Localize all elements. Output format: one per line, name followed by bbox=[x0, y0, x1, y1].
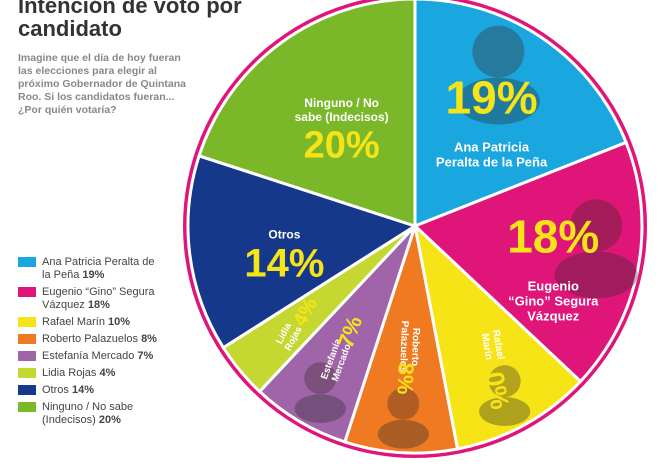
legend-label: Rafael Marín 10% bbox=[42, 316, 131, 328]
legend-value: 8% bbox=[141, 333, 157, 345]
legend-swatch bbox=[18, 287, 36, 297]
legend-swatch bbox=[18, 257, 36, 267]
legend-label: Estefanía Mercado 7% bbox=[42, 350, 154, 362]
slice-name-ana-patricia-peralta-de-la-pena: Ana Patricia bbox=[454, 140, 530, 155]
data-label-ninguno-no-sabe-indecisos: 20% bbox=[304, 124, 380, 166]
pie-slice-rafael-marin bbox=[412, 221, 583, 451]
data-label-ana-patricia-peralta-de-la-pena: 19% bbox=[446, 71, 538, 123]
pie-slice-ninguno-no-sabe-indecisos bbox=[197, 0, 417, 229]
candidate-photo-eugenio-gino-segura-vazquez bbox=[554, 199, 638, 299]
legend-value: 10% bbox=[108, 316, 131, 328]
candidate-photo-estefania-mercado bbox=[294, 362, 346, 424]
legend-item-ana-patricia-peralta-de-la-pena: Ana Patricia Peralta de la Peña 19% bbox=[18, 256, 248, 282]
legend-label: Roberto Palazuelos 8% bbox=[42, 333, 157, 345]
slice-name-ninguno-no-sabe-indecisos: sabe (Indecisos) bbox=[295, 110, 389, 124]
legend-item-ninguno-no-sabe-indecisos: Ninguno / No sabe (Indecisos) 20% bbox=[18, 401, 248, 427]
slice-name-eugenio-gino-segura-vazquez: Vázquez bbox=[527, 309, 580, 324]
legend-swatch bbox=[18, 317, 36, 327]
pie-slice-ana-patricia-peralta-de-la-pena bbox=[413, 0, 629, 229]
legend-label: Eugenio “Gino” Segura Vázquez 18% bbox=[42, 286, 155, 311]
pie-slice-roberto-palazuelos bbox=[342, 225, 460, 455]
chart-subtitle: Imagine que el día de hoy fueran las ele… bbox=[18, 52, 187, 116]
legend-swatch bbox=[18, 334, 36, 344]
legend-label: Lidia Rojas 4% bbox=[42, 367, 116, 379]
data-label-otros: 14% bbox=[244, 242, 324, 286]
legend-item-rafael-marin: Rafael Marín 10% bbox=[18, 316, 248, 329]
chart-title: Intención de voto por candidato bbox=[18, 0, 242, 41]
pie-slice-otros bbox=[186, 153, 419, 350]
legend-item-eugenio-gino-segura-vazquez: Eugenio “Gino” Segura Vázquez 18% bbox=[18, 286, 248, 312]
legend-swatch bbox=[18, 368, 36, 378]
slice-name-eugenio-gino-segura-vazquez: Eugenio bbox=[528, 279, 579, 294]
legend-value: 20% bbox=[98, 414, 121, 426]
slice-name-roberto-palazuelos: Roberto bbox=[409, 328, 421, 367]
legend-item-estefania-mercado: Estefanía Mercado 7% bbox=[18, 350, 248, 363]
legend-item-lidia-rojas: Lidia Rojas 4% bbox=[18, 367, 248, 380]
chart-legend: Ana Patricia Peralta de la Peña 19% Eugen… bbox=[18, 256, 248, 431]
legend-value: 19% bbox=[82, 269, 105, 281]
legend-value: 4% bbox=[99, 367, 116, 379]
legend-swatch bbox=[18, 385, 36, 395]
slice-name-eugenio-gino-segura-vazquez: “Gino” Segura bbox=[508, 294, 599, 309]
legend-value: 18% bbox=[87, 299, 110, 311]
data-label-roberto-palazuelos: 8% bbox=[392, 362, 418, 395]
slice-name-rafael-marin: Marín bbox=[479, 333, 494, 361]
legend-label: Ninguno / No sabe (Indecisos) 20% bbox=[42, 401, 134, 426]
legend-swatch bbox=[18, 402, 36, 412]
slice-name-roberto-palazuelos: Palazuelos bbox=[397, 321, 410, 373]
slice-name-ana-patricia-peralta-de-la-pena: Peralta de la Peña bbox=[436, 155, 548, 170]
legend-item-roberto-palazuelos: Roberto Palazuelos 8% bbox=[18, 333, 248, 346]
candidate-photo-ana-patricia-peralta-de-la-pena bbox=[456, 25, 540, 125]
legend-swatch bbox=[18, 351, 36, 361]
slice-name-rafael-marin: Rafael bbox=[490, 329, 506, 361]
legend-value: 7% bbox=[137, 350, 154, 362]
data-label-eugenio-gino-segura-vazquez: 18% bbox=[507, 210, 599, 262]
legend-item-otros: Otros 14% bbox=[18, 384, 248, 397]
slice-name-otros: Otros bbox=[268, 228, 300, 242]
legend-value: 14% bbox=[71, 384, 94, 396]
slice-name-ninguno-no-sabe-indecisos: Ninguno / No bbox=[304, 96, 379, 110]
candidate-photo-rafael-marin bbox=[479, 365, 531, 426]
candidate-photo-roberto-palazuelos bbox=[377, 387, 429, 449]
legend-label: Ana Patricia Peralta de la Peña 19% bbox=[42, 256, 155, 281]
pie-slice-eugenio-gino-segura-vazquez bbox=[412, 140, 644, 384]
legend-label: Otros 14% bbox=[42, 384, 94, 396]
